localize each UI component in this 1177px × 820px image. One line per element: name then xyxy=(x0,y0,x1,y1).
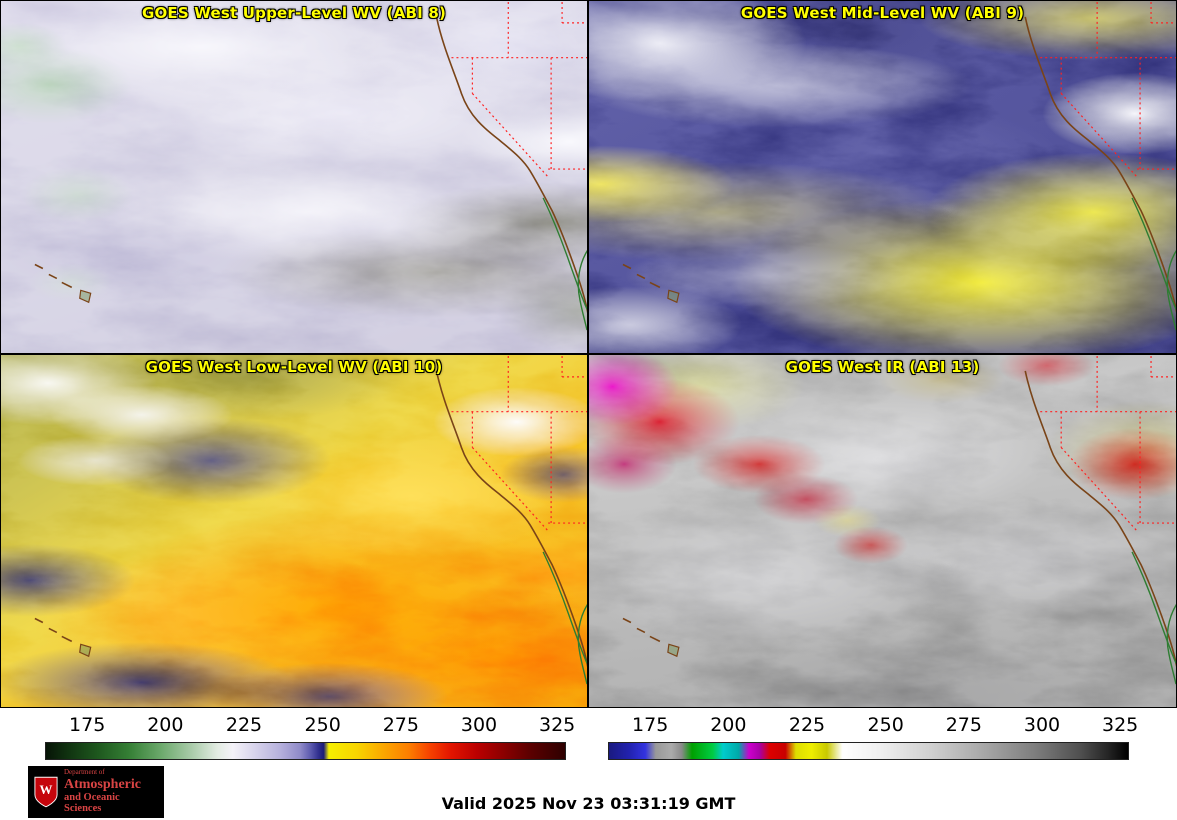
wv-colorbar-ticks: 175 200 225 250 275 300 325 xyxy=(45,712,575,739)
colorbar-tick: 275 xyxy=(382,714,419,736)
colorbar-tick: 200 xyxy=(147,714,184,736)
colorbar-tick: 175 xyxy=(69,714,106,736)
panel-title-abi10: GOES West Low-Level WV (ABI 10) xyxy=(145,358,443,376)
panel-title-abi13: GOES West IR (ABI 13) xyxy=(785,358,980,376)
panel-ir[interactable]: GOES West IR (ABI 13) xyxy=(588,354,1177,708)
logo-line-2: Atmospheric xyxy=(64,776,141,792)
map-borders-overlay xyxy=(34,1,587,331)
logo-line-1: Department of xyxy=(64,768,105,777)
map-borders-overlay xyxy=(622,1,1176,331)
panel-title-abi9: GOES West Mid-Level WV (ABI 9) xyxy=(740,4,1025,22)
logo-text: Department of Atmospheric and Oceanic Sc… xyxy=(64,768,158,815)
map-borders-overlay xyxy=(34,355,587,685)
colorbar-tick: 225 xyxy=(788,714,826,736)
colorbar-tick: 225 xyxy=(225,714,263,736)
colorbar-tick: 175 xyxy=(632,714,669,736)
aos-department-logo: W Department of Atmospheric and Oceanic … xyxy=(28,766,164,818)
uw-crest-icon: W xyxy=(34,776,58,808)
panel-mid-level-wv[interactable]: GOES West Mid-Level WV (ABI 9) xyxy=(588,0,1177,354)
colorbar-tick: 300 xyxy=(460,714,498,736)
ir-colorbar: 175 200 225 250 275 300 325 xyxy=(608,712,1138,764)
ir-colorbar-gradient xyxy=(608,742,1129,760)
colorbar-tick: 325 xyxy=(1102,714,1139,736)
cloud-texture xyxy=(589,1,1176,353)
wv-colorbar: 175 200 225 250 275 300 325 xyxy=(45,712,575,764)
colorbar-tick: 250 xyxy=(867,714,904,736)
logo-line-3: and Oceanic Sciences xyxy=(64,792,120,815)
colorbar-tick: 200 xyxy=(710,714,747,736)
cloud-texture xyxy=(1,1,587,353)
colorbar-tick: 325 xyxy=(539,714,576,736)
panel-grid: GOES West Upper-Level WV (ABI 8) GOES We… xyxy=(0,0,1177,708)
cloud-texture xyxy=(1,355,587,707)
panel-upper-level-wv[interactable]: GOES West Upper-Level WV (ABI 8) xyxy=(0,0,588,354)
colorbar-tick: 250 xyxy=(304,714,341,736)
valid-timestamp: Valid 2025 Nov 23 03:31:19 GMT xyxy=(441,794,736,813)
panel-title-abi8: GOES West Upper-Level WV (ABI 8) xyxy=(141,4,447,22)
map-borders-overlay xyxy=(622,355,1176,685)
colorbar-tick: 300 xyxy=(1023,714,1061,736)
svg-text:W: W xyxy=(40,782,53,797)
panel-low-level-wv[interactable]: GOES West Low-Level WV (ABI 10) xyxy=(0,354,588,708)
wv-colorbar-gradient xyxy=(45,742,566,760)
cloud-texture xyxy=(589,355,1176,707)
colorbar-tick: 275 xyxy=(945,714,982,736)
ir-colorbar-ticks: 175 200 225 250 275 300 325 xyxy=(608,712,1138,739)
